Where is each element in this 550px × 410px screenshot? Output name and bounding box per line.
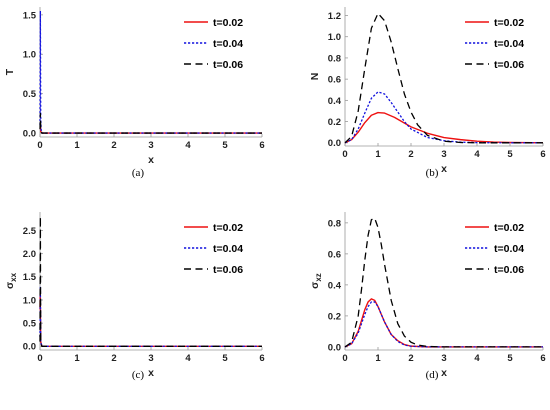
x-tick-label: 0 bbox=[342, 149, 347, 160]
chart-panel: 0 1 2 3 4 5 6 0.0 0.2 0.4 0.6 0.8 x σxz t=0.02 t=0.04 t=… bbox=[309, 212, 546, 381]
x-tick-label: 4 bbox=[185, 353, 191, 364]
panel-caption: (b) bbox=[426, 167, 439, 179]
x-tick-label: 5 bbox=[222, 140, 228, 151]
legend-label: t=0.02 bbox=[494, 222, 524, 234]
x-tick-label: 2 bbox=[111, 353, 116, 364]
x-tick-label: 2 bbox=[408, 353, 413, 364]
series-line bbox=[39, 112, 262, 134]
y-tick-label: 0.0 bbox=[328, 138, 341, 149]
x-tick-label: 0 bbox=[342, 353, 347, 364]
chart-panel: 0 1 2 3 4 5 6 0.0 0.5 1.0 1.5 x Tt=0.02 t=0.04 t=0.06 (… bbox=[4, 7, 265, 179]
x-tick-label: 4 bbox=[185, 140, 191, 151]
y-axis-label: σxz bbox=[309, 273, 323, 289]
series-line bbox=[344, 298, 543, 348]
x-tick-label: 6 bbox=[540, 149, 545, 160]
y-axis-label: N bbox=[309, 73, 321, 81]
y-tick-label: 2.0 bbox=[23, 249, 36, 260]
y-tick-label: 1.0 bbox=[23, 50, 36, 61]
series-line bbox=[344, 217, 543, 348]
y-tick-label: 0.5 bbox=[23, 89, 37, 100]
x-tick-label: 3 bbox=[441, 149, 446, 160]
x-axis-label: x bbox=[441, 163, 447, 175]
series-line bbox=[344, 111, 544, 144]
legend-label: t=0.06 bbox=[213, 59, 243, 71]
legend-label: t=0.06 bbox=[213, 264, 243, 276]
legend-label: t=0.02 bbox=[213, 17, 243, 29]
y-tick-label: 0.6 bbox=[328, 249, 341, 260]
chart-panel: 0 1 2 3 4 5 6 0.0 0.2 0.4 0.6 0.8 1.0 1.2 x Nt=0.02 t=0.… bbox=[309, 7, 546, 179]
y-tick-label: 1.5 bbox=[23, 272, 37, 283]
x-tick-label: 6 bbox=[259, 353, 264, 364]
x-tick-label: 6 bbox=[540, 353, 545, 364]
y-tick-label: 0.8 bbox=[328, 53, 341, 64]
x-tick-label: 5 bbox=[222, 353, 228, 364]
x-tick-label: 3 bbox=[441, 353, 446, 364]
x-tick-label: 3 bbox=[148, 140, 153, 151]
x-tick-label: 2 bbox=[408, 149, 413, 160]
x-tick-label: 5 bbox=[507, 353, 513, 364]
series-line bbox=[39, 285, 262, 347]
series-line bbox=[39, 292, 262, 347]
y-tick-label: 1.2 bbox=[328, 11, 341, 22]
x-tick-label: 0 bbox=[37, 353, 42, 364]
x-tick-label: 4 bbox=[474, 149, 480, 160]
series-line bbox=[39, 215, 262, 347]
panel-caption: (c) bbox=[132, 369, 145, 381]
x-tick-label: 0 bbox=[37, 140, 42, 151]
series-line bbox=[344, 301, 543, 348]
y-axis-label: T bbox=[4, 68, 16, 75]
x-tick-label: 6 bbox=[259, 140, 264, 151]
y-tick-label: 0.4 bbox=[328, 280, 342, 291]
x-tick-label: 1 bbox=[74, 140, 80, 151]
legend-label: t=0.02 bbox=[213, 222, 243, 234]
legend-label: t=0.02 bbox=[494, 17, 524, 29]
x-tick-label: 1 bbox=[375, 353, 381, 364]
series-line bbox=[344, 91, 543, 144]
y-tick-label: 2.5 bbox=[23, 226, 37, 237]
x-axis-label: x bbox=[441, 367, 447, 379]
y-axis-label: σxx bbox=[4, 272, 18, 289]
legend-label: t=0.04 bbox=[494, 243, 524, 255]
legend-label: t=0.06 bbox=[494, 59, 524, 71]
y-tick-label: 0.2 bbox=[328, 117, 341, 128]
x-axis-label: x bbox=[148, 367, 154, 379]
legend-label: t=0.04 bbox=[494, 38, 524, 50]
y-tick-label: 0.8 bbox=[328, 218, 341, 229]
x-axis-label: x bbox=[148, 154, 154, 166]
y-tick-label: 0.5 bbox=[23, 319, 37, 330]
legend-label: t=0.04 bbox=[213, 243, 243, 255]
y-tick-label: 0.4 bbox=[328, 96, 342, 107]
y-tick-label: 1.5 bbox=[23, 10, 37, 21]
y-tick-label: 0.0 bbox=[23, 342, 36, 353]
x-tick-label: 3 bbox=[148, 353, 153, 364]
x-tick-label: 1 bbox=[74, 353, 80, 364]
chart-panel: 0 1 2 3 4 5 6 0.0 0.5 1.0 1.5 2.0 2.5 x σxx t=0.02 t=0.0… bbox=[4, 212, 265, 381]
x-tick-label: 4 bbox=[474, 353, 480, 364]
series-line bbox=[344, 12, 543, 144]
series-line bbox=[39, 10, 262, 134]
series-line bbox=[39, 124, 262, 134]
x-tick-label: 1 bbox=[375, 149, 381, 160]
panel-caption: (d) bbox=[426, 369, 439, 381]
y-tick-label: 0.0 bbox=[23, 128, 36, 139]
y-tick-label: 1.0 bbox=[23, 295, 36, 306]
panel-caption: (a) bbox=[132, 167, 145, 179]
legend-label: t=0.06 bbox=[494, 264, 524, 276]
x-tick-label: 2 bbox=[111, 140, 116, 151]
y-tick-label: 0.2 bbox=[328, 311, 341, 322]
legend-label: t=0.04 bbox=[213, 38, 243, 50]
x-tick-label: 5 bbox=[507, 149, 513, 160]
y-tick-label: 0.6 bbox=[328, 75, 341, 86]
y-tick-label: 1.0 bbox=[328, 32, 341, 43]
y-tick-label: 0.0 bbox=[328, 342, 341, 353]
